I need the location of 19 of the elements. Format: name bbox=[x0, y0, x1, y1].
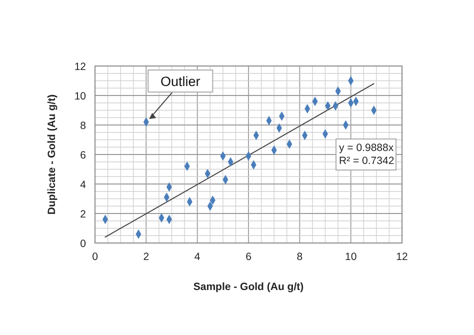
annotation: y = 0.9888x bbox=[339, 142, 394, 154]
y-tick-label: 4 bbox=[80, 179, 86, 191]
x-tick-label: 8 bbox=[296, 251, 303, 263]
x-axis-title: Sample - Gold (Au g/t) bbox=[193, 281, 304, 293]
annotation: Outlier bbox=[160, 74, 201, 90]
x-tick-label: 0 bbox=[92, 251, 98, 263]
y-tick-label: 8 bbox=[80, 120, 86, 132]
x-tick-label: 6 bbox=[246, 251, 252, 263]
x-tick-label: 10 bbox=[344, 251, 357, 263]
x-tick-label: 2 bbox=[143, 251, 150, 263]
x-tick-label: 4 bbox=[194, 251, 200, 263]
y-tick-label: 2 bbox=[80, 208, 86, 220]
y-axis-title: Duplicate - Gold (Au g/t) bbox=[46, 94, 58, 215]
y-tick-label: 6 bbox=[80, 150, 86, 162]
annotation: R² = 0.7342 bbox=[339, 155, 394, 167]
y-tick-label: 0 bbox=[80, 238, 86, 250]
x-tick-label: 12 bbox=[396, 251, 408, 263]
y-tick-label: 12 bbox=[74, 61, 86, 73]
y-tick-label: 10 bbox=[74, 90, 86, 102]
